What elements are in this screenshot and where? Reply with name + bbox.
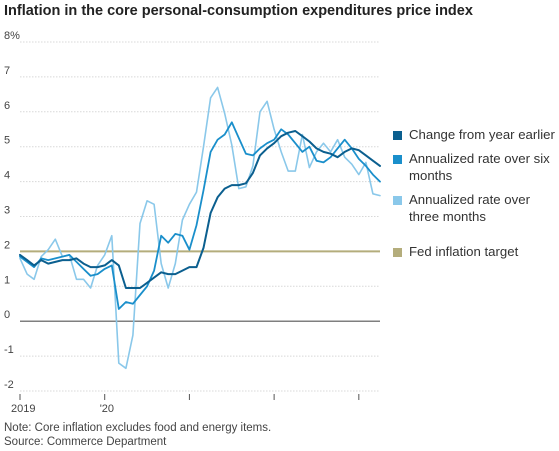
y-tick-label: -2 [4,379,14,391]
legend-item-six-months: Annualized rate over six months [393,150,559,184]
y-tick-label: 6 [4,100,10,112]
series-lines [19,86,381,370]
y-tick-label: 4 [4,170,10,182]
y-tick-label: 8% [4,30,20,42]
legend-item-fed-target: Fed inflation target [393,243,559,260]
legend-item-year-earlier: Change from year earlier [393,126,559,143]
note-text: Note: Core inflation excludes food and e… [4,422,272,434]
legend-label: Fed inflation target [409,244,519,259]
legend-label: Annualized rate over three months [409,192,530,224]
x-tick-label: '20 [100,403,114,415]
x-axis-ticks: 2019 '20 [11,394,360,415]
y-tick-label: 3 [4,205,10,217]
legend: Change from year earlier Annualized rate… [393,126,559,267]
legend-swatch [393,248,402,257]
y-tick-label: 7 [4,65,10,77]
series-line-three-months [19,86,381,370]
legend-swatch [393,131,402,140]
source-text: Source: Commerce Department [4,436,167,448]
x-tick-label: 2019 [11,403,35,415]
y-axis-ticks: 8% 7 6 5 4 3 2 1 0 -1 -2 [4,30,20,391]
legend-label: Annualized rate over six months [409,151,550,183]
y-tick-label: 1 [4,274,10,286]
y-tick-label: -1 [4,344,14,356]
gridlines [20,41,380,392]
footnote: Note: Core inflation excludes food and e… [4,421,271,449]
legend-item-three-months: Annualized rate over three months [393,191,559,225]
y-tick-label: 5 [4,135,10,147]
y-tick-label: 2 [4,239,10,251]
y-tick-label: 0 [4,309,10,321]
legend-swatch [393,155,402,164]
series-line-year-earlier [19,130,381,289]
chart-title: Inflation in the core personal-consumpti… [4,3,473,19]
series-line-six-months [19,121,381,310]
legend-swatch [393,196,402,205]
legend-label: Change from year earlier [409,127,555,142]
